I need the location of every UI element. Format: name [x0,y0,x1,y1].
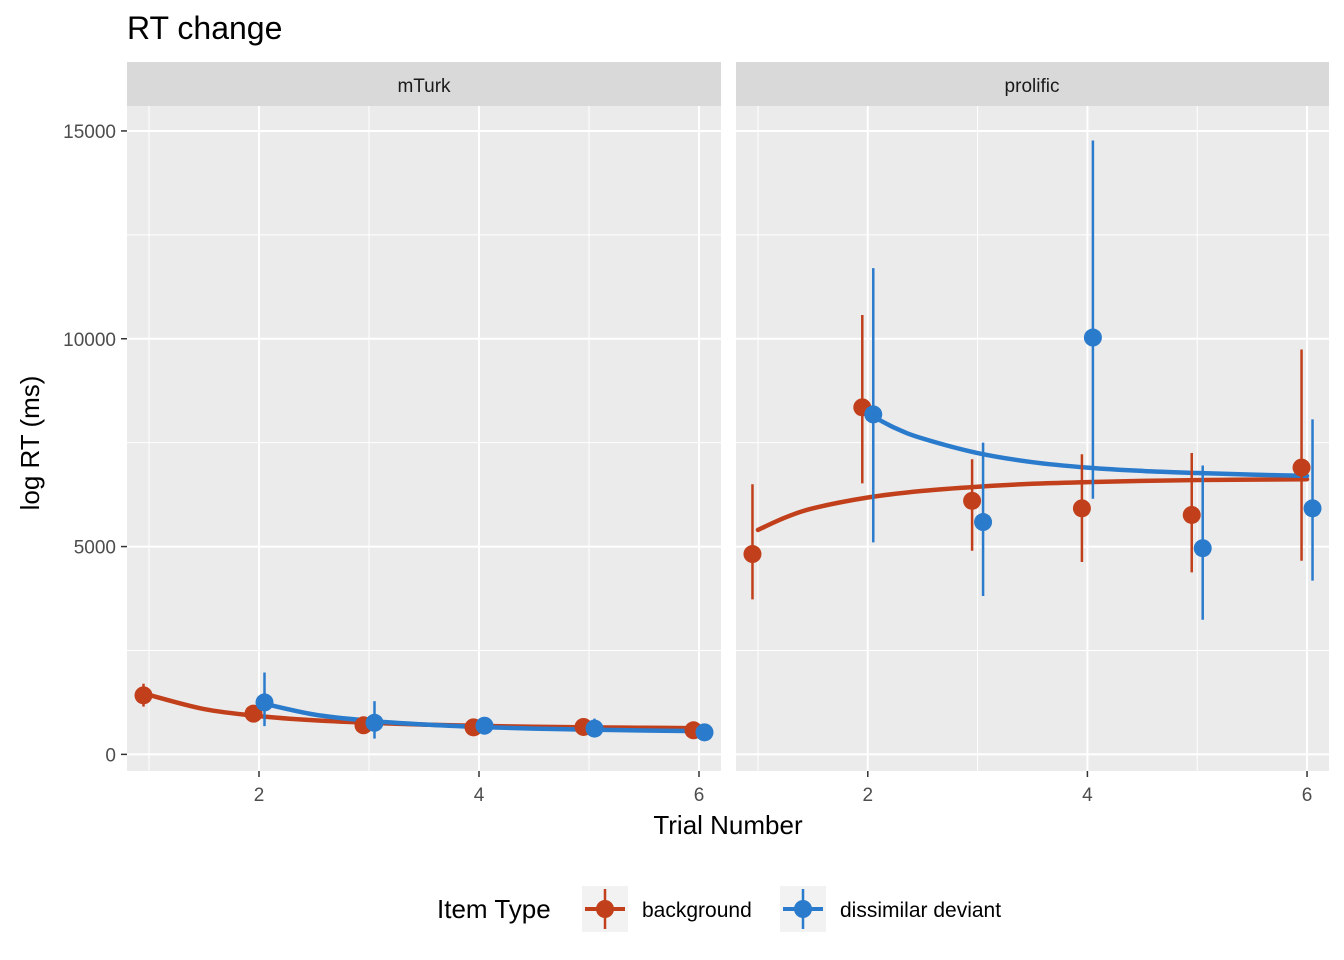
panel-prolific-points [743,328,1322,564]
y-tick-label-0: 0 [105,745,116,766]
x-axis-title: Trial Number [653,810,803,840]
mturk-dissimilar-deviant-point-5 [585,719,604,738]
panel-mturk-minor-grid [127,106,721,771]
panel-prolific-strip-label: prolific [1005,76,1060,97]
y-tick-label-10000: 10000 [63,330,116,351]
mturk-dissimilar-deviant-point-2 [255,693,274,712]
panel-prolific-minor-grid [736,106,1329,771]
panel-prolific: prolific 2 4 6 [736,62,1329,806]
legend-key-background-point [596,900,614,918]
y-axis: 0 5000 10000 15000 [63,122,127,766]
prolific-dissimilar-deviant-point-5 [1193,539,1212,558]
prolific-x-tick-label-4: 4 [1082,785,1093,806]
legend: Item Type background dissimilar deviant [437,886,1001,932]
prolific-dissimilar-deviant-point-2 [864,405,883,424]
y-tick-label-5000: 5000 [74,538,116,559]
y-tick-label-15000: 15000 [63,122,116,143]
panel-prolific-strip [736,62,1329,106]
prolific-background-point-3 [963,491,982,510]
mturk-dissimilar-deviant-point-3 [365,713,384,732]
prolific-background-point-4 [1072,499,1091,518]
panel-prolific-background [736,106,1329,771]
prolific-x-tick-label-6: 6 [1302,785,1313,806]
panel-mturk-strip [127,62,721,106]
mturk-dissimilar-deviant-point-4 [475,716,494,735]
prolific-x-tick-label-2: 2 [862,785,873,806]
mturk-background-point-2 [244,704,263,723]
panel-mturk: mTurk 2 4 6 [127,62,721,806]
panel-prolific-major-grid [736,106,1329,771]
prolific-background-point-5 [1182,505,1201,524]
prolific-dissimilar-deviant-point-6 [1303,499,1322,518]
panel-mturk-background [127,106,721,771]
mturk-x-tick-label-6: 6 [694,785,705,806]
legend-title: Item Type [437,894,551,924]
prolific-dissimilar-deviant-fit-line [865,411,1310,479]
chart-title: RT change [127,10,282,46]
mturk-x-tick-label-2: 2 [254,785,265,806]
y-axis-title: log RT (ms) [15,376,45,511]
panel-mturk-strip-label: mTurk [397,76,451,97]
legend-key-background [582,886,628,932]
prolific-background-point-6 [1292,458,1311,477]
mturk-dissimilar-deviant-point-6 [695,723,714,742]
legend-key-dissimilar-deviant-point [794,900,812,918]
prolific-dissimilar-deviant-point-3 [974,513,993,532]
panel-mturk-x-axis: 2 4 6 [254,771,705,806]
panel-mturk-major-grid [127,106,721,771]
mturk-background-point-1 [134,686,153,705]
panel-prolific-x-axis: 2 4 6 [862,771,1312,806]
legend-key-dissimilar-deviant [780,886,826,932]
panel-mturk-points [134,686,714,742]
legend-label-background: background [642,899,752,922]
legend-label-dissimilar-deviant: dissimilar deviant [840,899,1001,922]
prolific-background-point-1 [743,545,762,564]
prolific-dissimilar-deviant-point-4 [1083,328,1102,347]
mturk-x-tick-label-4: 4 [474,785,485,806]
